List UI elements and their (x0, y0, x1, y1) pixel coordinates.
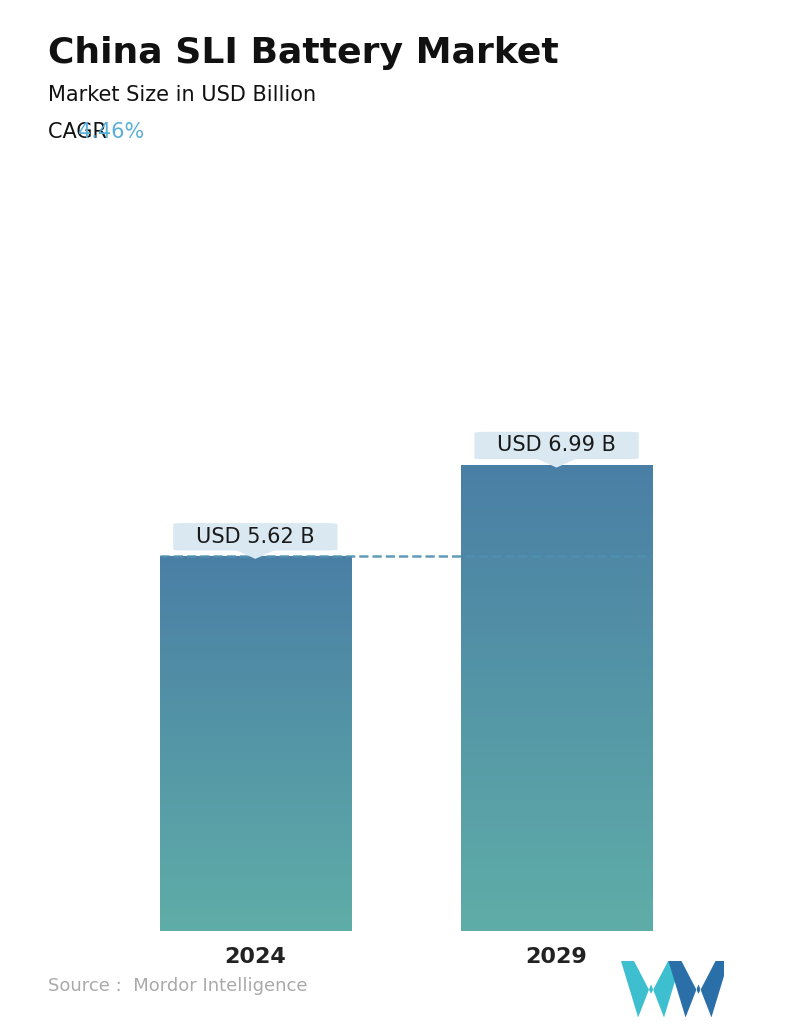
Text: Source :  Mordor Intelligence: Source : Mordor Intelligence (48, 977, 307, 995)
Text: USD 5.62 B: USD 5.62 B (196, 526, 314, 547)
Polygon shape (621, 961, 681, 1017)
Polygon shape (537, 458, 576, 466)
Text: China SLI Battery Market: China SLI Battery Market (48, 36, 559, 70)
Text: Market Size in USD Billion: Market Size in USD Billion (48, 85, 316, 104)
Text: USD 6.99 B: USD 6.99 B (498, 435, 616, 456)
Text: CAGR: CAGR (48, 122, 113, 142)
Polygon shape (669, 961, 728, 1017)
Polygon shape (236, 549, 275, 558)
Text: 4.46%: 4.46% (78, 122, 144, 142)
FancyBboxPatch shape (174, 523, 338, 550)
FancyBboxPatch shape (474, 432, 638, 459)
